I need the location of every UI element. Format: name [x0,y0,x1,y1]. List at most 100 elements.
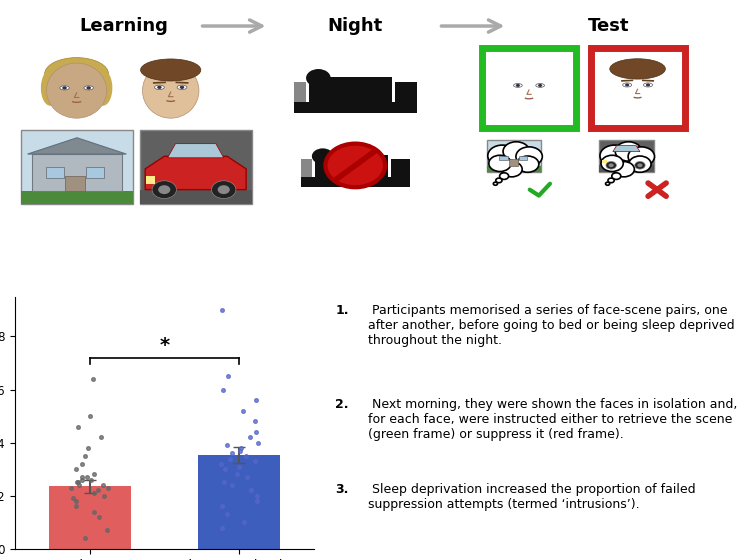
Circle shape [501,162,523,177]
Ellipse shape [93,70,112,106]
Text: Participants memorised a series of face-scene pairs, one after another, before g: Participants memorised a series of face-… [367,304,734,347]
Point [84,412,97,421]
Point [219,465,231,474]
Bar [602,160,607,163]
Ellipse shape [84,86,93,90]
Ellipse shape [623,83,632,87]
Bar [32,154,122,191]
Ellipse shape [177,85,187,90]
Circle shape [606,161,616,169]
Bar [146,176,155,184]
Point [87,488,100,497]
Point [245,486,257,495]
Point [70,497,82,506]
Point [98,491,110,500]
Circle shape [637,164,642,167]
Bar [395,82,417,113]
Point [97,480,109,489]
Circle shape [628,147,654,166]
Point [70,502,82,511]
Point [224,454,236,463]
Ellipse shape [544,69,562,102]
Point [250,396,262,405]
Point [250,427,262,436]
Ellipse shape [611,63,664,113]
Point [225,480,238,489]
Ellipse shape [143,63,199,118]
Bar [301,160,312,187]
Circle shape [635,161,645,169]
Polygon shape [490,143,538,150]
Circle shape [493,182,498,185]
Bar [331,78,386,88]
Circle shape [600,145,629,166]
Bar [499,156,507,160]
Point [93,512,105,521]
Circle shape [489,155,511,171]
Point [231,470,243,479]
Polygon shape [167,144,224,158]
Ellipse shape [538,84,542,87]
Point [234,446,246,455]
Ellipse shape [501,63,556,113]
Circle shape [516,147,542,166]
Circle shape [326,143,385,187]
Circle shape [152,181,176,199]
Point [216,305,228,314]
Bar [482,48,576,128]
Ellipse shape [646,83,650,86]
Point [79,534,91,543]
Circle shape [488,145,517,166]
Ellipse shape [625,83,630,86]
Point [101,526,113,535]
Circle shape [601,155,624,171]
Ellipse shape [496,69,513,102]
Circle shape [605,182,610,185]
Ellipse shape [499,58,559,88]
Ellipse shape [155,85,164,90]
Bar [139,130,252,204]
Ellipse shape [63,86,67,90]
Bar [333,157,382,165]
Polygon shape [602,151,651,165]
Circle shape [158,185,170,194]
Point [66,494,78,503]
Circle shape [608,164,614,167]
Polygon shape [146,156,246,190]
Point [221,441,233,450]
Point [244,433,256,442]
Circle shape [614,162,634,177]
Text: Night: Night [328,17,383,35]
Text: Test: Test [588,17,630,35]
Point [238,407,250,416]
Point [75,459,87,468]
Point [72,478,84,487]
Point [82,444,94,452]
Point [88,470,100,479]
Text: *: * [160,336,170,355]
Bar [301,178,409,187]
Ellipse shape [643,83,652,87]
Point [70,465,82,474]
Ellipse shape [157,86,161,89]
Bar [487,140,541,172]
Polygon shape [613,146,640,152]
Point [226,449,238,458]
Bar [21,191,133,204]
Bar [49,487,131,549]
Bar [391,160,409,187]
Circle shape [312,148,333,164]
Point [216,523,228,532]
Ellipse shape [47,63,107,118]
Point [78,451,90,460]
Bar [492,150,536,166]
Point [220,510,232,519]
Bar [519,156,527,160]
Text: Learning: Learning [79,17,168,35]
Point [218,478,230,487]
Bar [599,165,654,172]
Circle shape [503,142,529,161]
Point [238,518,250,527]
Point [72,422,84,431]
Circle shape [496,178,502,183]
